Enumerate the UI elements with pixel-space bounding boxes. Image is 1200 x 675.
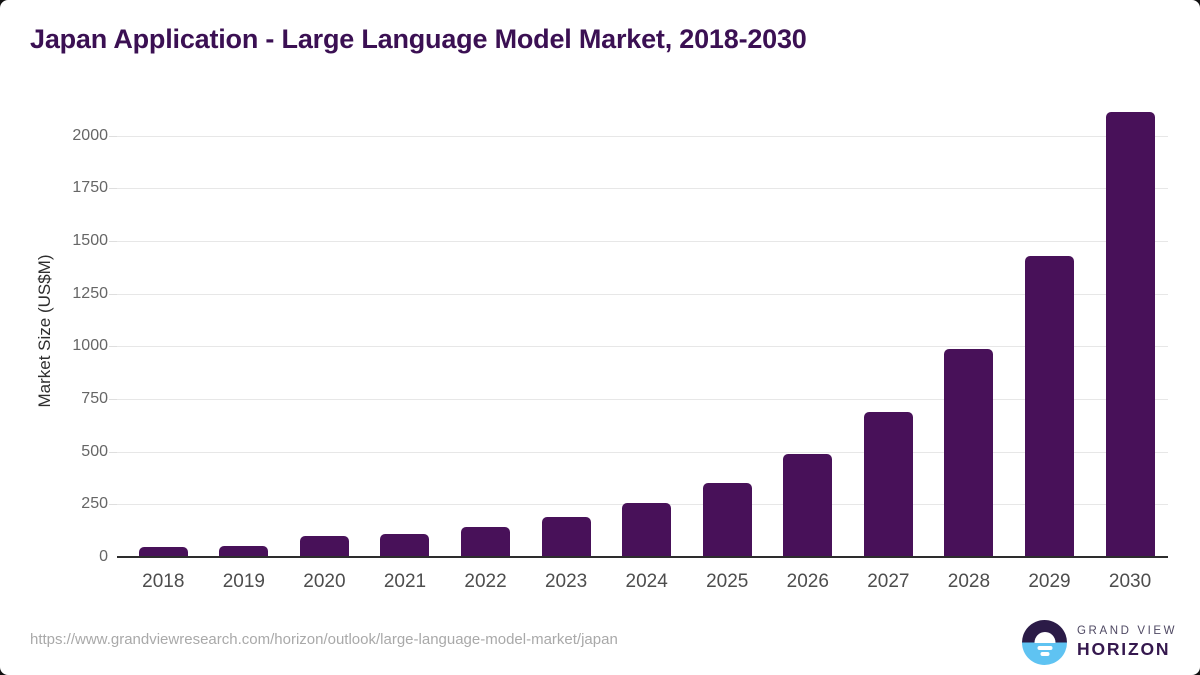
y-tick-label-0: 0 xyxy=(99,548,108,565)
horizon-sun-logo-icon xyxy=(1022,620,1067,665)
y-axis-tick xyxy=(109,188,117,190)
bar-2020[interactable] xyxy=(299,536,349,557)
x-tick-label-2025: 2025 xyxy=(706,571,749,592)
bar-2028[interactable] xyxy=(944,349,994,557)
x-tick-label-2022: 2022 xyxy=(464,571,507,592)
x-axis-line xyxy=(117,556,1168,558)
x-tick-label-2019: 2019 xyxy=(222,571,265,592)
bar-2021[interactable] xyxy=(380,534,430,557)
gridline xyxy=(117,188,1168,190)
x-tick-label-2028: 2028 xyxy=(947,571,991,592)
bar-2030[interactable] xyxy=(1105,111,1155,557)
x-tick-label-2024: 2024 xyxy=(625,571,668,592)
bar-2025[interactable] xyxy=(702,482,752,557)
sun-icon xyxy=(1034,631,1055,643)
y-axis-title: Market Size (US$M) xyxy=(35,254,54,408)
x-tick-label-2020: 2020 xyxy=(303,571,346,592)
gridline xyxy=(117,293,1168,295)
sun-reflection-bar xyxy=(1040,652,1049,656)
x-tick-label-2021: 2021 xyxy=(383,571,427,592)
y-axis-tick xyxy=(109,241,117,243)
x-tick-label-2030: 2030 xyxy=(1108,571,1152,592)
logo-product-name: HORIZON xyxy=(1077,639,1171,659)
bar-2018[interactable] xyxy=(138,547,188,557)
y-tick-label-1500: 1500 xyxy=(72,232,108,250)
y-axis-tick xyxy=(109,399,117,401)
y-tick-label-2000: 2000 xyxy=(72,126,108,144)
y-tick-label-750: 750 xyxy=(81,390,108,408)
logo-brand-name: GRAND VIEW xyxy=(1077,625,1178,637)
y-axis-tick xyxy=(109,451,117,453)
y-tick-label-250: 250 xyxy=(81,495,108,513)
x-tick-label-2029: 2029 xyxy=(1028,571,1071,592)
x-tick-label-2018: 2018 xyxy=(142,571,185,592)
x-tick-label-2026: 2026 xyxy=(786,571,829,592)
bar-2026[interactable] xyxy=(783,454,833,557)
logo-text: GRAND VIEW HORIZON xyxy=(1077,625,1177,660)
sun-reflection-bar xyxy=(1037,646,1052,650)
bar-2023[interactable] xyxy=(541,516,591,557)
y-tick-label-500: 500 xyxy=(81,442,108,460)
y-tick-label-1000: 1000 xyxy=(72,337,108,355)
y-axis-tick xyxy=(109,504,117,506)
gridline xyxy=(117,241,1168,243)
y-axis-tick xyxy=(109,346,117,348)
bar-2022[interactable] xyxy=(461,527,511,557)
gridline xyxy=(117,399,1168,401)
bar-2027[interactable] xyxy=(863,411,913,557)
source-url: https://www.grandviewresearch.com/horizo… xyxy=(30,631,618,648)
brand-logo: GRAND VIEW HORIZON xyxy=(1022,620,1177,665)
bar-2029[interactable] xyxy=(1024,255,1074,557)
gridline xyxy=(117,135,1168,137)
y-axis-tick xyxy=(109,293,117,295)
gridline xyxy=(117,346,1168,348)
chart-title: Japan Application - Large Language Model… xyxy=(30,24,807,54)
x-tick-label-2023: 2023 xyxy=(544,571,588,592)
y-axis-tick xyxy=(109,135,117,137)
gridline xyxy=(117,451,1168,453)
bar-2024[interactable] xyxy=(622,502,672,557)
y-tick-label-1750: 1750 xyxy=(72,179,108,197)
y-tick-label-1250: 1250 xyxy=(72,284,108,302)
x-tick-label-2027: 2027 xyxy=(867,571,910,592)
bar-2019[interactable] xyxy=(219,546,269,557)
